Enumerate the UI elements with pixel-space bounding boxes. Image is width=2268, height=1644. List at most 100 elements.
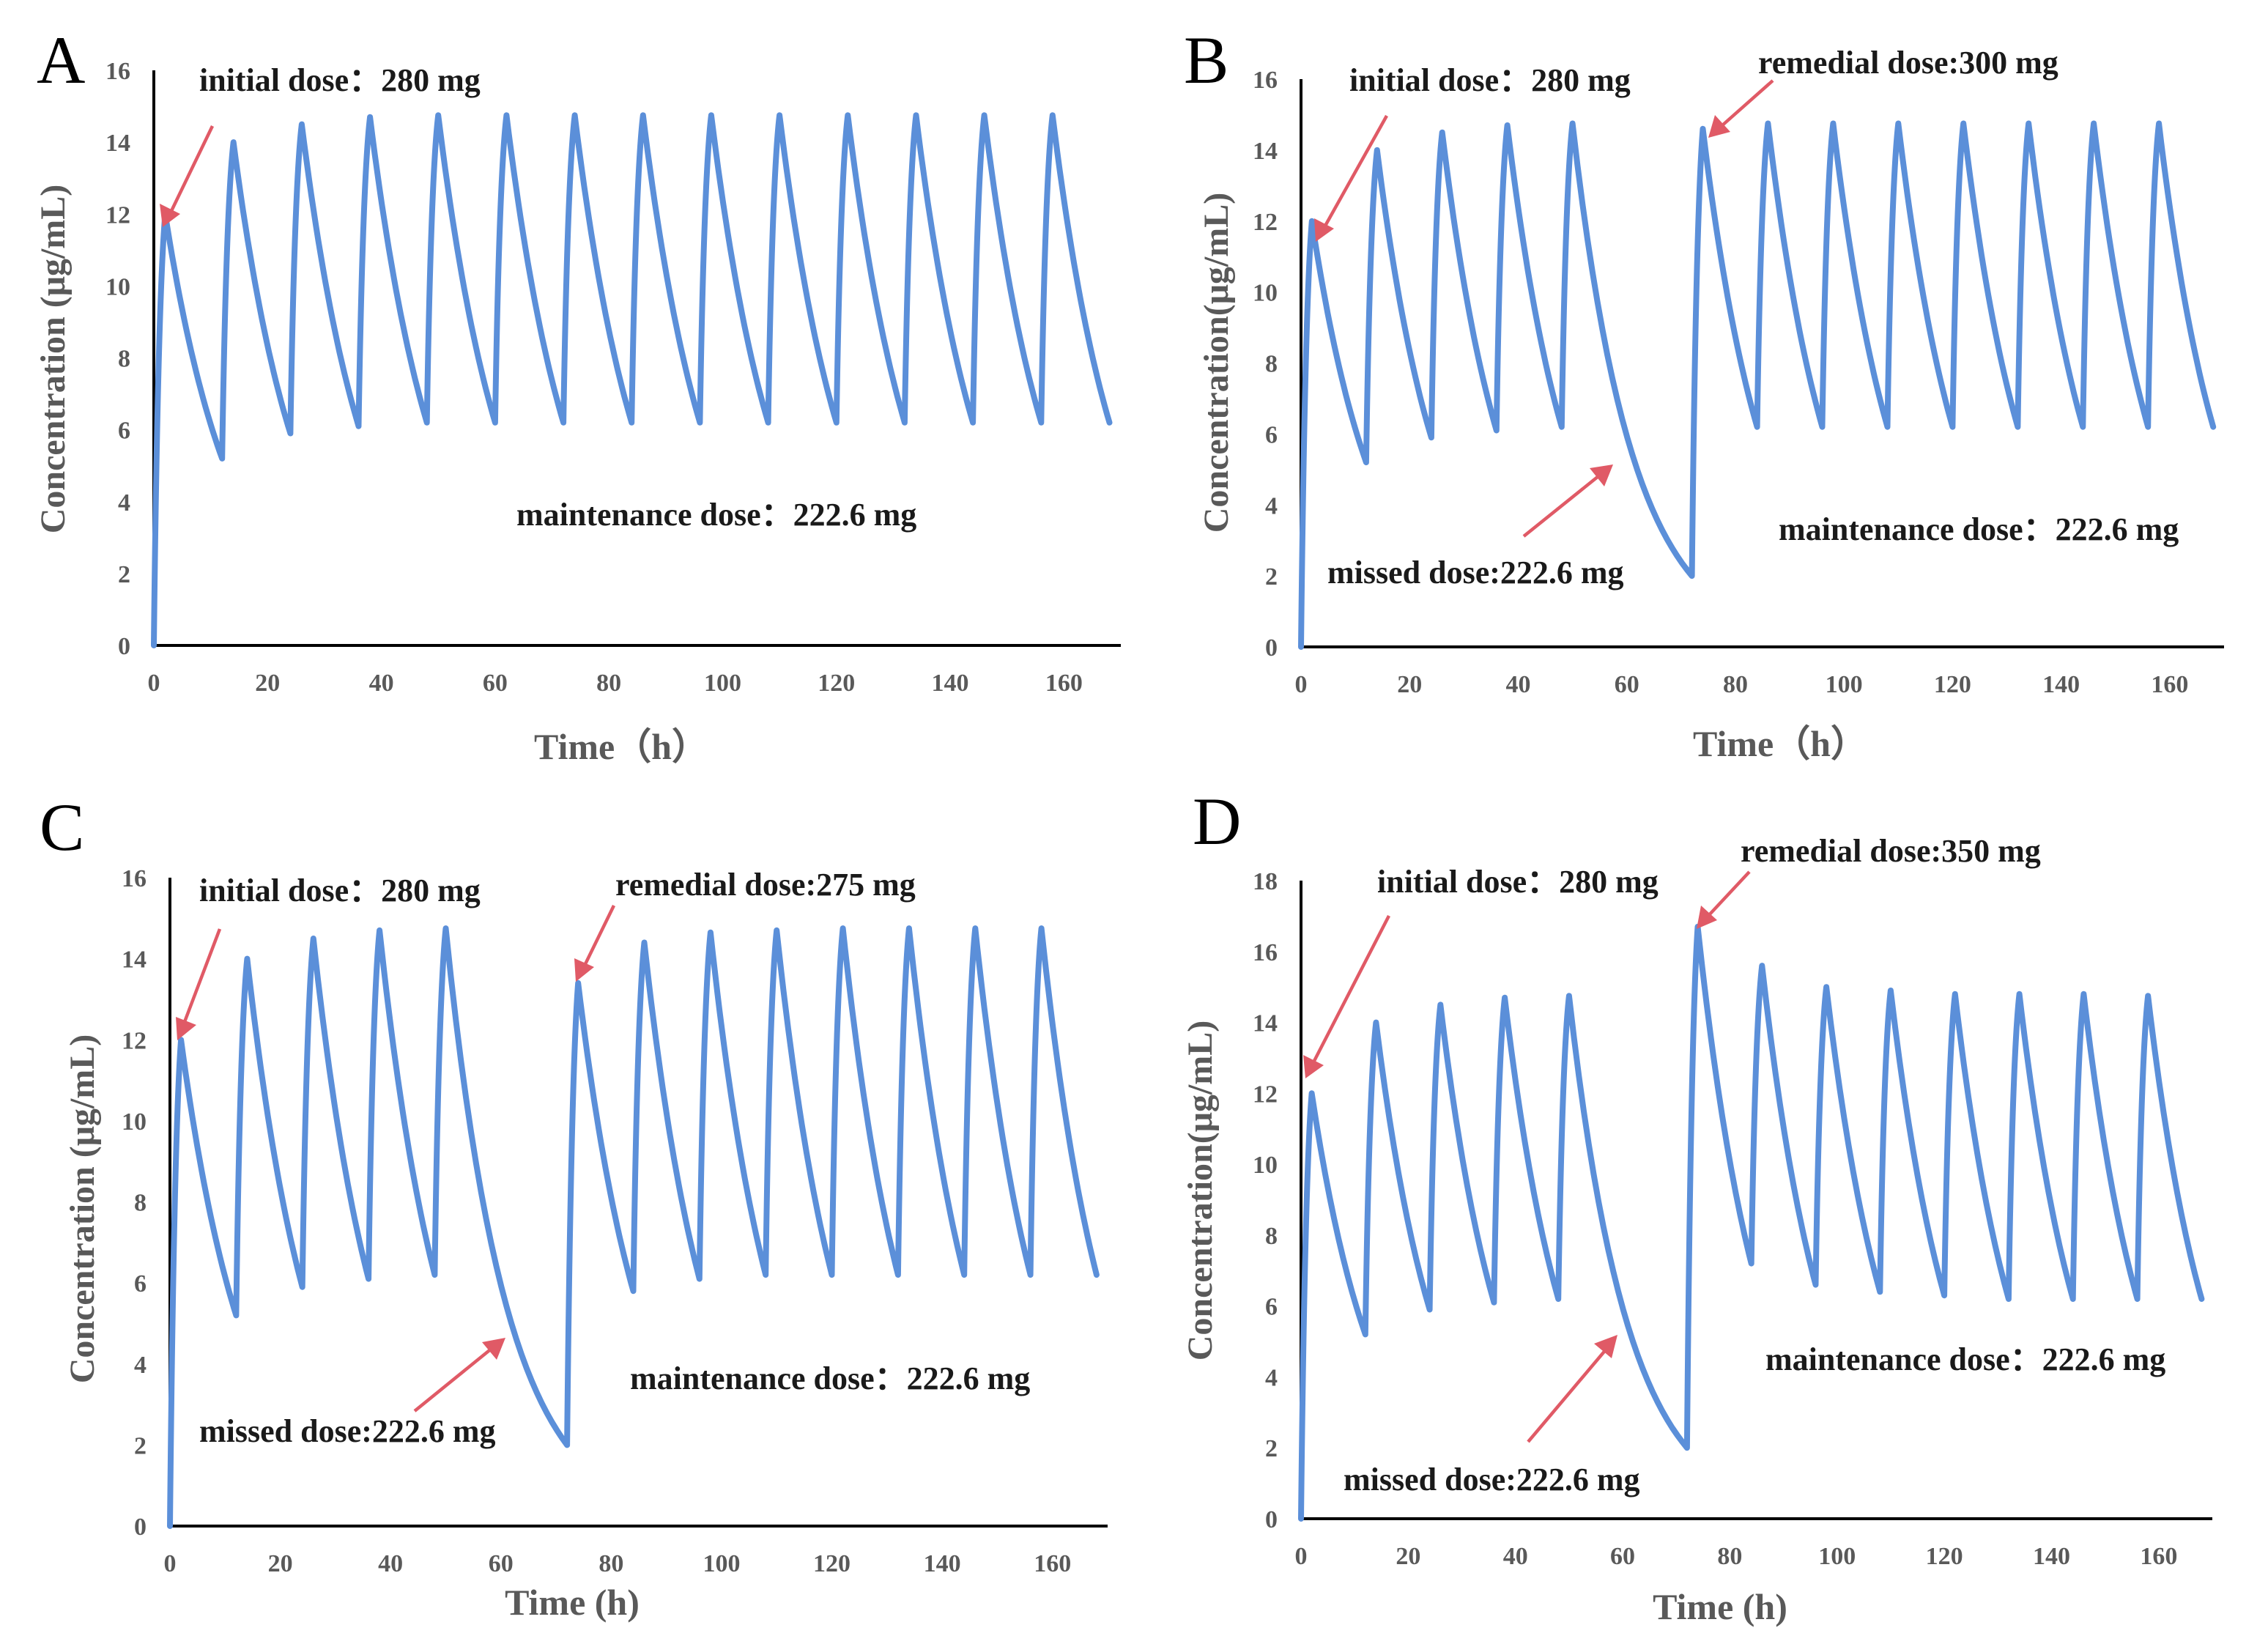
- panel-b-maintenance-dose-label: maintenance dose：222.6 mg: [1779, 511, 2179, 547]
- panel-c-y-tick-label: 10: [122, 1108, 147, 1136]
- panel-c-initial-dose-arrow: [176, 928, 222, 1040]
- panel-d: D 0 20 40 60 80 100 120 140 160 0 2 4 6 8 10 12 14 16 18 C…: [1181, 784, 2212, 1627]
- panel-c-y-tick-label: 4: [134, 1352, 147, 1379]
- panel-a-initial-dose-label: initial dose：280 mg: [199, 62, 481, 98]
- panel-a-x-tick-label: 0: [148, 670, 160, 697]
- panel-a-y-tick-label: 12: [105, 201, 130, 229]
- panel-c-remedial-dose-label: remedial dose:275 mg: [615, 867, 916, 903]
- panel-b-y-tick-label: 8: [1265, 351, 1278, 378]
- panel-d-x-tick-label: 100: [1818, 1543, 1856, 1570]
- panel-d-concentration-line: [1298, 923, 2205, 1522]
- panel-d-y-tick-label: 8: [1265, 1223, 1278, 1250]
- panel-d-missed-dose-arrow: [1527, 1335, 1617, 1443]
- panel-d-x-tick-label: 0: [1295, 1543, 1308, 1570]
- panel-b-x-tick-label: 120: [1934, 671, 1971, 698]
- panel-c-x-tick-label: 20: [268, 1550, 293, 1577]
- panel-c-x-tick-label: 40: [378, 1550, 403, 1577]
- panel-b-x-tick-label: 20: [1397, 671, 1422, 698]
- panel-c-concentration-line: [167, 925, 1100, 1529]
- panel-b-x-tick-label: 140: [2042, 671, 2080, 698]
- panel-a-y-label: Concentration (μg/mL): [34, 185, 73, 533]
- panel-c-maintenance-dose-label: maintenance dose：222.6 mg: [630, 1360, 1030, 1396]
- panel-a-maintenance-dose-label: maintenance dose：222.6 mg: [516, 497, 916, 533]
- panel-b-y-tick-label: 16: [1253, 67, 1278, 94]
- panel-d-x-tick-label: 60: [1610, 1543, 1635, 1570]
- panel-d-initial-dose-arrow: [1303, 914, 1391, 1078]
- panel-c-y-tick-label: 0: [134, 1514, 147, 1541]
- panel-a-y-tick-label: 2: [118, 561, 130, 588]
- panel-b-x-tick-label: 80: [1723, 671, 1748, 698]
- panel-d-y-tick-label: 14: [1253, 1010, 1278, 1037]
- panel-d-initial-dose-label: initial dose：280 mg: [1377, 864, 1659, 900]
- panel-a-y-tick-label: 4: [118, 489, 130, 516]
- panel-c-y-label: Concentration (μg/mL): [63, 1034, 102, 1383]
- panel-c-y-tick-label: 14: [122, 947, 147, 974]
- panel-d-plot: 0 20 40 60 80 100 120 140 160 0 2 4 6 8 10 12 14 16 18: [1253, 868, 2212, 1570]
- panel-c-missed-dose-label: missed dose:222.6 mg: [199, 1413, 496, 1449]
- panel-a-y-tick-label: 16: [105, 58, 130, 85]
- panel-a-initial-dose-arrow: [160, 125, 215, 227]
- panel-b-x-tick-label: 40: [1505, 671, 1530, 698]
- panel-b-y-tick-label: 10: [1253, 280, 1278, 307]
- panel-b-concentration-line: [1298, 120, 2217, 650]
- panel-c-x-tick-label: 100: [703, 1550, 740, 1577]
- panel-a-y-tick-label: 6: [118, 418, 130, 445]
- panel-a-x-tick-label: 60: [483, 670, 508, 697]
- panel-a-letter: A: [37, 23, 85, 97]
- panel-d-y-tick-label: 10: [1253, 1152, 1278, 1179]
- panel-b-initial-dose-arrow: [1314, 114, 1388, 242]
- panel-a-x-tick-label: 20: [255, 670, 280, 697]
- panel-b-x-label: Time（h）: [1693, 723, 1867, 764]
- panel-b-remedial-dose-arrow: [1708, 79, 1774, 138]
- panel-c-y-tick-label: 2: [134, 1432, 147, 1459]
- panel-b-x-tick-label: 60: [1615, 671, 1639, 698]
- panel-d-remedial-dose-arrow: [1697, 870, 1751, 929]
- panel-d-x-tick-label: 120: [1926, 1543, 1963, 1570]
- panel-d-missed-dose-label: missed dose:222.6 mg: [1344, 1462, 1640, 1497]
- panel-b-x-tick-label: 0: [1295, 671, 1308, 698]
- panel-a-plot: 0 20 40 60 80 100 120 140 160 0 2 4 6 8 10 12 14 16: [105, 58, 1121, 697]
- panel-c-plot: 0 20 40 60 80 100 120 140 160 0 2 4 6 8 10 12 14 16: [122, 865, 1108, 1577]
- panel-b-y-tick-label: 14: [1253, 138, 1278, 165]
- panel-b-x-tick-label: 100: [1826, 671, 1863, 698]
- panel-b-remedial-dose-label: remedial dose:300 mg: [1758, 45, 2058, 81]
- panel-c-y-tick-label: 12: [122, 1027, 147, 1054]
- panel-c-x-tick-label: 140: [924, 1550, 961, 1577]
- panel-a-concentration-line: [151, 112, 1113, 648]
- panel-d-x-tick-label: 20: [1396, 1543, 1420, 1570]
- panel-b-y-tick-label: 2: [1265, 563, 1278, 590]
- panel-d-maintenance-dose-label: maintenance dose：222.6 mg: [1765, 1341, 2165, 1377]
- panel-c-missed-dose-arrow: [413, 1338, 505, 1412]
- panel-c-x-tick-label: 120: [813, 1550, 850, 1577]
- panel-a-y-tick-label: 14: [105, 130, 130, 157]
- panel-b-initial-dose-label: initial dose：280 mg: [1349, 62, 1631, 98]
- panel-a-x-tick-label: 40: [369, 670, 394, 697]
- panel-a-x-tick-label: 120: [818, 670, 855, 697]
- panel-c-x-tick-label: 80: [598, 1550, 623, 1577]
- panel-b-x-tick-label: 160: [2151, 671, 2188, 698]
- panel-d-y-label: Concentration(μg/mL): [1181, 1021, 1220, 1360]
- panel-d-y-tick-label: 16: [1253, 939, 1278, 966]
- panel-d-x-label: Time (h): [1653, 1586, 1787, 1627]
- panel-d-y-tick-label: 4: [1265, 1364, 1278, 1391]
- panel-b-plot: 0 20 40 60 80 100 120 140 160 0 2 4 6 8 10 12 14 16: [1253, 67, 2224, 698]
- panel-d-x-tick-label: 160: [2140, 1543, 2177, 1570]
- panel-c-letter: C: [40, 790, 84, 864]
- panel-d-y-tick-label: 18: [1253, 868, 1278, 895]
- panel-c: C 0 20 40 60 80 100 120 140 160 0 2 4 6 8 10 12 14 16 Con…: [40, 790, 1108, 1623]
- panel-a: A 0 20 40 60 80 100 120 140 160 0 2 4 6 8 10 12 14 16 Con…: [34, 23, 1121, 767]
- panel-a-x-tick-label: 100: [704, 670, 741, 697]
- panel-b-missed-dose-arrow: [1522, 464, 1613, 538]
- panel-b-y-tick-label: 4: [1265, 492, 1278, 519]
- panel-b-y-label: Concentration(μg/mL): [1197, 193, 1236, 533]
- panel-c-y-tick-label: 6: [134, 1270, 147, 1297]
- panel-b-y-tick-label: 6: [1265, 421, 1278, 448]
- panel-c-x-tick-label: 0: [164, 1550, 177, 1577]
- panel-c-y-tick-label: 16: [122, 865, 147, 892]
- panel-c-x-tick-label: 60: [489, 1550, 514, 1577]
- panel-d-remedial-dose-label: remedial dose:350 mg: [1741, 833, 2041, 869]
- panel-d-y-tick-label: 6: [1265, 1294, 1278, 1321]
- panel-b: B 0 20 40 60 80 100 120 140 160 0 2 4 6 8 10 12 14 16 Con…: [1184, 23, 2224, 764]
- panel-d-x-tick-label: 40: [1503, 1543, 1528, 1570]
- panel-b-missed-dose-label: missed dose:222.6 mg: [1327, 555, 1624, 590]
